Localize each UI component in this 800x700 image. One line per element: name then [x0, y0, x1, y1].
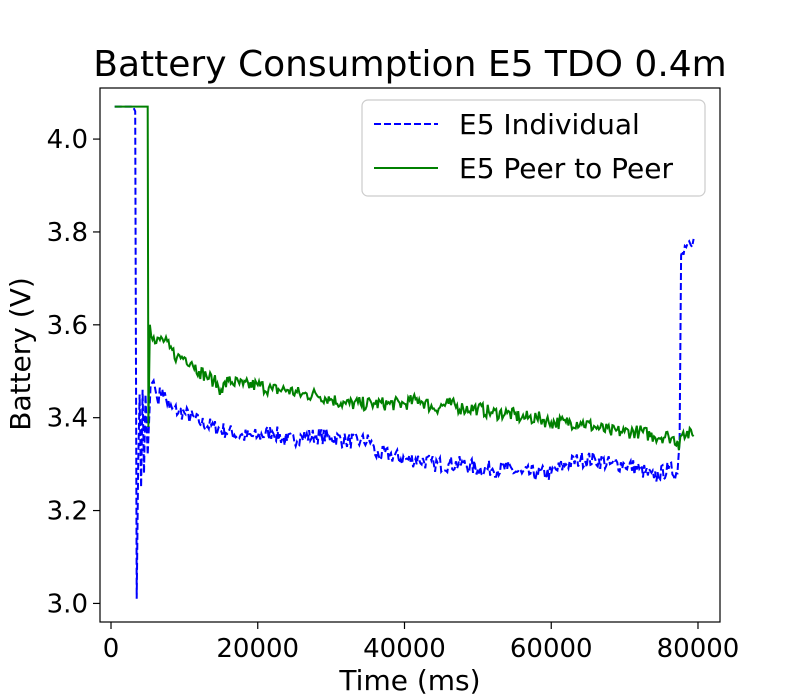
x-tick-label: 40000: [363, 634, 446, 664]
y-axis-ticks: 3.0 3.2 3.4 3.6 3.8 4.0: [47, 125, 100, 619]
x-axis-ticks: 0 20000 40000 60000 80000: [103, 622, 740, 664]
legend-box: [361, 99, 706, 197]
legend-label-e5-individual: E5 Individual: [459, 108, 640, 141]
legend-label-e5-peer-to-peer: E5 Peer to Peer: [459, 152, 674, 185]
x-tick-label: 80000: [657, 634, 740, 664]
legend: E5 Individual E5 Peer to Peer: [361, 99, 706, 197]
y-tick-label: 3.8: [47, 218, 88, 248]
series-line-e5-individual: [114, 105, 695, 599]
x-tick-label: 20000: [216, 634, 299, 664]
y-tick-label: 3.2: [47, 497, 88, 527]
plot-lines: [114, 105, 695, 599]
y-tick-label: 3.4: [47, 404, 88, 434]
x-axis-title: Time (ms): [338, 664, 480, 697]
y-tick-label: 3.6: [47, 311, 88, 341]
x-tick-label: 60000: [510, 634, 593, 664]
y-tick-label: 4.0: [47, 125, 88, 155]
y-tick-label: 3.0: [47, 589, 88, 619]
x-tick-label: 0: [103, 634, 120, 664]
chart-title: Battery Consumption E5 TDO 0.4m: [93, 44, 726, 85]
plot-frame: [99, 87, 721, 623]
series-line-e5-peer-to-peer: [114, 105, 695, 451]
y-axis-title: Battery (V): [4, 277, 37, 431]
